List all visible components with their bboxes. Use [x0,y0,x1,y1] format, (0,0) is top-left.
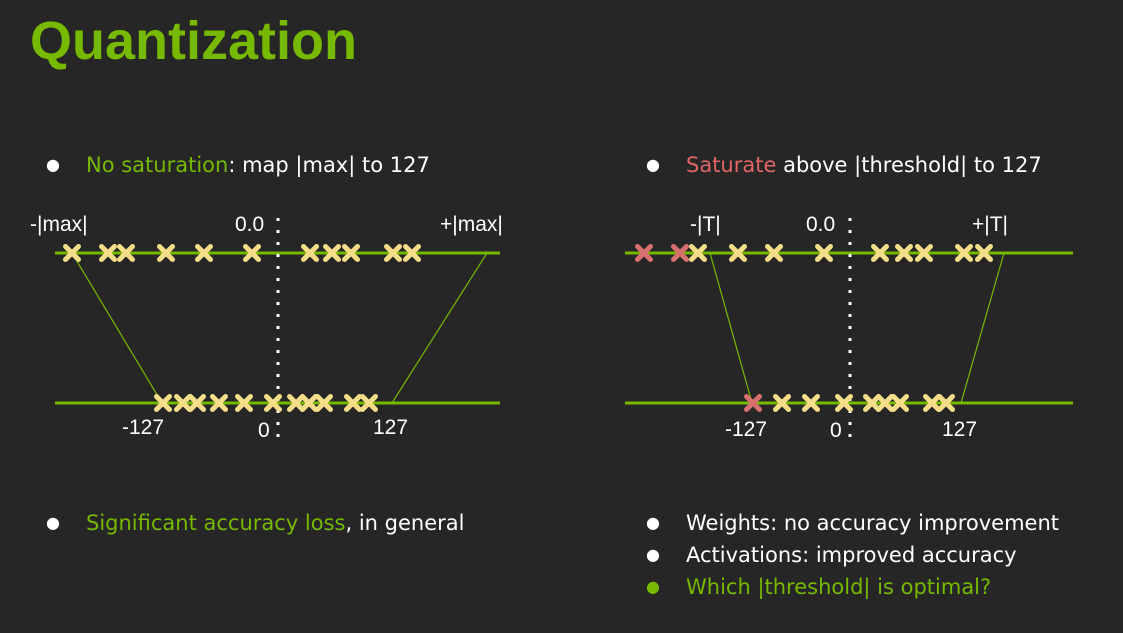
value-marker [243,244,261,262]
value-marker [765,244,783,262]
slide-title: Quantization [30,11,357,71]
label-neg-max: -|max| [30,213,88,236]
bullet-dot: ● [46,513,60,532]
value-marker [895,244,913,262]
value-marker [923,394,941,412]
left-mapping-panel: -|max| 0.0 +|max| -127 0 127 [30,213,503,442]
value-marker [871,244,889,262]
value-marker [403,244,421,262]
float-value-markers [63,244,421,262]
value-marker [287,394,305,412]
bullet-text: Saturate above |threshold| to 127 [686,151,1042,179]
value-marker [729,244,747,262]
bullet-rest: , in general [345,511,465,535]
value-marker [315,394,333,412]
value-marker [773,394,791,412]
value-marker [63,244,81,262]
quantized-value-markers [154,394,378,412]
value-marker [323,244,341,262]
value-marker [264,394,282,412]
value-marker [835,394,853,412]
bullet-dot: ● [646,577,660,596]
quantized-value-markers [744,394,955,412]
value-marker [235,394,253,412]
value-marker [344,394,362,412]
label-q-pos: 127 [942,418,977,441]
value-marker [689,244,707,262]
bullet-dot: ● [46,155,60,174]
mapping-line-negative [71,252,163,404]
bullet-dot: ● [646,155,660,174]
bullet-text: Which |threshold| is optimal? [686,575,992,599]
bullet-highlight: No saturation [86,153,229,177]
label-zero-float: 0.0 [806,213,835,236]
right-mapping-panel: -|T| 0.0 +|T| -127 0 127 [625,213,1073,442]
value-marker [210,394,228,412]
bullet-dot: ● [646,513,660,532]
value-marker [174,394,192,412]
saturated-value-marker [635,244,653,262]
label-q-neg: -127 [725,418,767,441]
label-zero-float: 0.0 [235,213,264,236]
bullet-rest: : map |max| to 127 [228,153,430,177]
bullet-text: Significant accuracy loss, in general [86,509,465,537]
saturated-value-marker [744,394,762,412]
value-marker [117,244,135,262]
label-q-neg: -127 [122,416,164,439]
value-marker [975,244,993,262]
value-marker [360,394,378,412]
label-neg-threshold: -|T| [690,213,721,236]
value-marker [342,244,360,262]
value-marker [955,244,973,262]
label-q-pos: 127 [373,416,408,439]
value-marker [157,244,175,262]
bullet-highlight: Saturate [686,153,777,177]
value-marker [863,394,881,412]
bullet-rest: above |threshold| to 127 [776,153,1042,177]
bullet-dot: ● [646,545,660,564]
label-q-zero: 0 [830,419,842,442]
value-marker [802,394,820,412]
saturated-value-marker [671,244,689,262]
value-marker [915,244,933,262]
bullet-text: No saturation: map |max| to 127 [86,151,430,179]
mapping-line-positive [960,252,1005,404]
value-marker [188,394,206,412]
label-pos-max: +|max| [440,213,503,236]
value-marker [876,394,894,412]
value-marker [154,394,172,412]
mapping-line-positive [391,252,488,404]
value-marker [891,394,909,412]
mapping-line-negative [709,252,753,404]
value-marker [300,394,318,412]
value-marker [195,244,213,262]
bullet-text: Weights: no accuracy improvement [686,511,1060,535]
bullet-highlight: Significant accuracy loss [86,511,346,535]
value-marker [384,244,402,262]
value-marker [301,244,319,262]
value-marker [99,244,117,262]
bullet-text: Activations: improved accuracy [686,543,1017,567]
float-value-markers [635,244,993,262]
label-q-zero: 0 [258,419,270,442]
value-marker [815,244,833,262]
value-marker [937,394,955,412]
label-pos-threshold: +|T| [972,213,1008,236]
